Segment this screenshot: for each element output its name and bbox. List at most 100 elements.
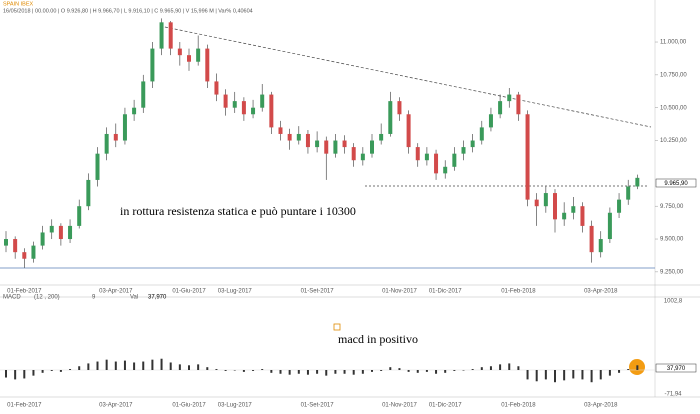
candle-body [516, 94, 521, 115]
candle-body [296, 133, 301, 141]
y-tick-label: 11.000,00 [660, 40, 687, 46]
macd-annotation: macd in positivo [338, 332, 418, 346]
macd-bar [133, 362, 136, 370]
candle-body [49, 225, 54, 233]
candle-body [397, 101, 402, 115]
price-label: 9.965,90 [664, 181, 688, 187]
macd-bar [288, 370, 291, 375]
macd-bar [480, 367, 483, 370]
macd-bar [499, 364, 502, 370]
x-tick-label: 01-Set-2017 [301, 403, 335, 409]
candle-body [562, 212, 567, 220]
macd-bar [380, 370, 383, 371]
candle-body [287, 133, 292, 141]
y-tick-label: 10.500,00 [660, 105, 687, 111]
candle-body [443, 166, 448, 174]
macd-bar [41, 370, 44, 373]
y-tick-label: 10.250,00 [660, 138, 687, 144]
candle-body [452, 153, 457, 167]
macd-bar [270, 370, 273, 373]
candle-body [13, 239, 18, 253]
x-tick-label: 01-Feb-2018 [501, 403, 536, 409]
y-tick-label: 9.500,00 [660, 237, 684, 243]
candle-body [379, 133, 384, 141]
macd-bar [78, 366, 81, 370]
candle-body [324, 140, 329, 154]
macd-bar [471, 369, 474, 370]
candle-body [415, 147, 420, 161]
candle-body [626, 186, 631, 200]
macd-bar [416, 370, 419, 373]
candle-body [635, 177, 640, 187]
macd-bar [435, 370, 438, 374]
macd-bar [279, 370, 282, 374]
macd-signal: 9 [92, 295, 96, 301]
candle-body [617, 199, 622, 213]
macd-bar [23, 370, 26, 379]
macd-bar [32, 370, 35, 376]
macd-bar [114, 361, 117, 370]
candle-body [31, 245, 36, 259]
y-tick-label: 9.250,00 [660, 269, 684, 275]
macd-bar [142, 361, 145, 370]
macd-bar [517, 366, 520, 370]
candle-body [77, 206, 82, 226]
quote: 16/05/2018 | 00.00.00 | O 9.926,80 | H 9… [3, 8, 253, 14]
macd-bar [105, 359, 108, 370]
candle-body [305, 133, 310, 148]
candle-body [214, 81, 219, 95]
macd-tag-label: 37,970 [667, 366, 686, 372]
candle-body [269, 94, 274, 128]
x-tick-label: 03-Apr-2018 [584, 403, 618, 409]
macd-value-caption: Val [130, 295, 138, 301]
macd-bar [169, 362, 172, 370]
macd-bar [343, 370, 346, 374]
x-tick-label: 01-Feb-2017 [7, 403, 42, 409]
candle-body [607, 212, 612, 240]
annotation-marker [333, 323, 341, 331]
candle-body [598, 239, 603, 253]
candle-body [553, 193, 557, 220]
x-tick-label: 03-Apr-2017 [99, 289, 133, 295]
macd-bar [87, 363, 90, 370]
macd-bar [361, 370, 364, 374]
macd-title: MACD [3, 295, 21, 301]
candle-body [187, 55, 191, 62]
macd-bar [261, 369, 264, 370]
resistance-trendline [159, 25, 652, 128]
candle-body [580, 206, 585, 226]
candle-body [141, 81, 146, 108]
macd-bar [544, 370, 547, 380]
candle-body [196, 48, 201, 62]
macd-bar [627, 369, 630, 370]
macd-bar [151, 359, 154, 370]
candle-body [406, 114, 411, 148]
macd-bar [206, 367, 209, 370]
candle-body [4, 239, 8, 246]
x-tick-label: 01-Dic-2017 [429, 403, 462, 409]
candle-body [507, 94, 512, 102]
instrument: SPAIN IBEX [3, 1, 33, 7]
macd-bar [188, 365, 190, 370]
macd-bar [297, 370, 300, 374]
macd-params: (12 , 200) [34, 295, 60, 301]
macd-bar [636, 365, 639, 370]
macd-value: 37,970 [148, 295, 167, 301]
macd-bar [371, 370, 373, 372]
candle-body [177, 48, 182, 56]
macd-bar [197, 364, 200, 370]
macd-bar [608, 370, 611, 376]
candle-body [159, 22, 164, 49]
macd-bar [352, 370, 355, 375]
candle-body [278, 127, 283, 134]
macd-bar [599, 370, 602, 380]
macd-scale-top: 1002,8 [664, 299, 683, 305]
y-tick-label: 10.750,00 [660, 72, 687, 78]
macd-bar [581, 370, 584, 380]
candle-body [68, 225, 73, 240]
macd-bar [526, 370, 529, 380]
candle-body [370, 140, 374, 154]
macd-bar [334, 370, 337, 374]
x-tick-label: 01-Nov-2017 [382, 289, 417, 295]
macd-bar [242, 370, 245, 372]
